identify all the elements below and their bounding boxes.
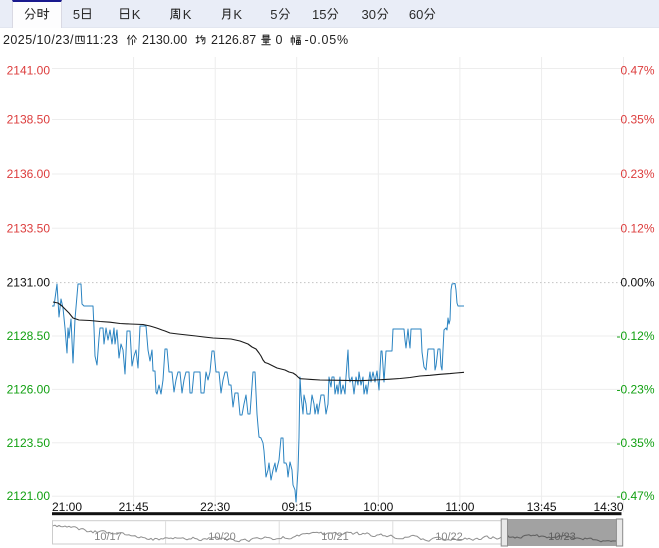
svg-text:2126.00: 2126.00: [7, 382, 51, 396]
svg-text:2123.50: 2123.50: [7, 436, 51, 450]
svg-text:09:15: 09:15: [282, 500, 312, 514]
svg-text:21:00: 21:00: [52, 500, 82, 514]
svg-text:10/21: 10/21: [321, 531, 349, 543]
svg-text:2131.00: 2131.00: [7, 276, 51, 290]
svg-text:2133.50: 2133.50: [7, 221, 51, 235]
svg-text:2128.50: 2128.50: [7, 329, 51, 343]
svg-text:2138.50: 2138.50: [7, 113, 51, 127]
svg-text:10/23: 10/23: [548, 531, 576, 543]
svg-text:22:30: 22:30: [200, 500, 230, 514]
svg-text:10:00: 10:00: [363, 500, 393, 514]
svg-text:10/17: 10/17: [94, 531, 122, 543]
svg-text:14:30: 14:30: [593, 500, 623, 514]
svg-text:0.23%: 0.23%: [620, 167, 654, 181]
svg-text:21:45: 21:45: [119, 500, 149, 514]
svg-text:-0.12%: -0.12%: [616, 329, 654, 343]
svg-text:-0.35%: -0.35%: [616, 436, 654, 450]
svg-text:11:00: 11:00: [445, 500, 474, 514]
svg-text:2121.00: 2121.00: [7, 489, 51, 503]
svg-text:0.00%: 0.00%: [620, 276, 654, 290]
svg-text:13:45: 13:45: [527, 500, 557, 514]
svg-text:-0.47%: -0.47%: [616, 489, 654, 503]
svg-text:0.12%: 0.12%: [620, 221, 654, 235]
svg-text:-0.23%: -0.23%: [616, 382, 654, 396]
svg-text:10/22: 10/22: [435, 531, 463, 543]
svg-text:2141.00: 2141.00: [7, 64, 51, 78]
svg-text:10/20: 10/20: [208, 531, 236, 543]
svg-text:0.47%: 0.47%: [620, 64, 654, 78]
svg-text:2136.00: 2136.00: [7, 167, 51, 181]
svg-text:0.35%: 0.35%: [620, 113, 654, 127]
